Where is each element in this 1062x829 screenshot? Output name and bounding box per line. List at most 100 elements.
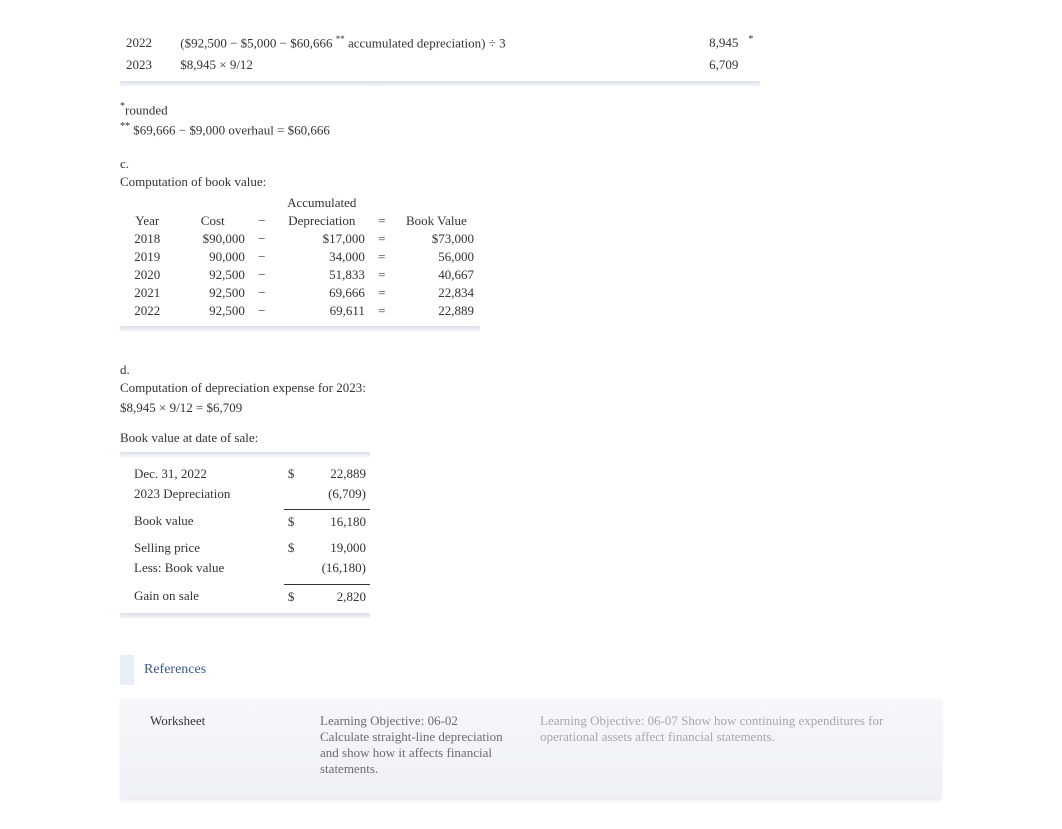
footnote-text: rounded: [125, 103, 168, 118]
cell-accdep: 51,833: [273, 266, 371, 284]
note-cell: [744, 55, 758, 75]
footnote-2: ** $69,666 − $9,000 overhaul = $60,666: [120, 121, 942, 138]
cell-accdep: $17,000: [273, 230, 371, 248]
cell-amount: (16,180): [298, 558, 370, 578]
cell-amount: 2,820: [298, 584, 370, 607]
cell-currency: $: [284, 538, 299, 558]
cell-bv: 22,834: [393, 284, 480, 302]
cell-year: 2018: [120, 230, 175, 248]
cell-cost: 92,500: [175, 302, 251, 320]
cell-cost: $90,000: [175, 230, 251, 248]
cell-label: Selling price: [120, 538, 284, 558]
table-row: 2022 92,500 − 69,611 = 22,889: [120, 302, 480, 320]
table-shadow: [120, 326, 480, 332]
cell-year: 2019: [120, 248, 175, 266]
cell-minus: −: [251, 284, 273, 302]
table-row: 2023 $8,945 × 9/12 6,709: [122, 55, 758, 75]
table-header-row: Accumulated: [120, 194, 480, 212]
cell-eq: =: [371, 266, 393, 284]
cell-label: 2023 Depreciation: [120, 484, 284, 504]
footnote-star: **: [120, 121, 130, 132]
formula-text: accumulated depreciation) ÷ 3: [348, 35, 506, 50]
cell-year: 2020: [120, 266, 175, 284]
cell-bv: $73,000: [393, 230, 480, 248]
references-tab-icon[interactable]: [120, 655, 134, 685]
formula-cell: ($92,500 − $5,000 − $60,666 ** accumulat…: [176, 32, 677, 53]
cell-cost: 92,500: [175, 266, 251, 284]
learning-col-objective-1: Learning Objective: 06-02 Calculate stra…: [320, 713, 510, 777]
year-cell: 2023: [122, 55, 174, 75]
table-row: 2023 Depreciation (6,709): [120, 484, 370, 504]
cell-minus: −: [251, 302, 273, 320]
cell-amount: (6,709): [298, 484, 370, 504]
cell-label: Less: Book value: [120, 558, 284, 578]
cell-currency: $: [284, 510, 299, 533]
table-row: 2018 $90,000 − $17,000 = $73,000: [120, 230, 480, 248]
table-row: Gain on sale $ 2,820: [120, 584, 370, 607]
cell-amount: 16,180: [298, 510, 370, 533]
cell-year: 2021: [120, 284, 175, 302]
cell-currency: [284, 484, 299, 504]
footnote-1: *rounded: [120, 101, 942, 118]
bv-sale-title: Book value at date of sale:: [120, 430, 942, 446]
table-header-row: Year Cost − Depreciation = Book Value: [120, 212, 480, 230]
top-formula-table: 2022 ($92,500 − $5,000 − $60,666 ** accu…: [120, 30, 760, 77]
cell-currency: $: [284, 584, 299, 607]
cell-eq: =: [371, 230, 393, 248]
table-row: 2021 92,500 − 69,666 = 22,834: [120, 284, 480, 302]
cell-amount: 22,889: [298, 464, 370, 484]
header-year: Year: [120, 212, 175, 230]
note-cell: *: [744, 32, 758, 53]
cell-bv: 56,000: [393, 248, 480, 266]
table-row: Selling price $ 19,000: [120, 538, 370, 558]
section-c-title: Computation of book value:: [120, 174, 942, 190]
footnote-text: $69,666 − $9,000 overhaul = $60,666: [130, 122, 330, 137]
section-d-line1: Computation of depreciation expense for …: [120, 380, 942, 396]
table-row: Dec. 31, 2022 $ 22,889: [120, 464, 370, 484]
section-d-line2: $8,945 × 9/12 = $6,709: [120, 400, 942, 416]
header-accdep-line2: Depreciation: [273, 212, 371, 230]
section-d-label: d.: [120, 362, 942, 378]
cell-accdep: 69,666: [273, 284, 371, 302]
cell-label: Book value: [120, 510, 284, 533]
sale-table: Dec. 31, 2022 $ 22,889 2023 Depreciation…: [120, 464, 370, 607]
references-section: References: [120, 655, 942, 685]
header-accdep-line1: Accumulated: [273, 194, 371, 212]
formula-cell: $8,945 × 9/12: [176, 55, 677, 75]
cell-bv: 40,667: [393, 266, 480, 284]
references-link[interactable]: References: [144, 662, 206, 678]
table-row: 2019 90,000 − 34,000 = 56,000: [120, 248, 480, 266]
cell-amount: 19,000: [298, 538, 370, 558]
table-shadow: [120, 452, 370, 458]
cell-accdep: 34,000: [273, 248, 371, 266]
header-bv: Book Value: [393, 212, 480, 230]
header-minus: −: [251, 212, 273, 230]
cell-cost: 92,500: [175, 284, 251, 302]
year-cell: 2022: [122, 32, 174, 53]
cell-eq: =: [371, 248, 393, 266]
cell-label: Gain on sale: [120, 584, 284, 607]
book-value-table: Accumulated Year Cost − Depreciation = B…: [120, 194, 480, 320]
table-row: Book value $ 16,180: [120, 510, 370, 533]
table-row: 2022 ($92,500 − $5,000 − $60,666 ** accu…: [122, 32, 758, 53]
table-shadow: [120, 81, 760, 87]
header-cost: Cost: [175, 212, 251, 230]
learning-col-objective-2: Learning Objective: 06-07 Show how conti…: [540, 713, 924, 777]
cell-year: 2022: [120, 302, 175, 320]
section-c-label: c.: [120, 156, 942, 172]
header-eq: =: [371, 212, 393, 230]
table-row: 2020 92,500 − 51,833 = 40,667: [120, 266, 480, 284]
cell-eq: =: [371, 284, 393, 302]
cell-accdep: 69,611: [273, 302, 371, 320]
cell-minus: −: [251, 248, 273, 266]
table-shadow: [120, 613, 370, 619]
cell-minus: −: [251, 230, 273, 248]
value-cell: 6,709: [680, 55, 743, 75]
value-cell: 8,945: [680, 32, 743, 53]
cell-cost: 90,000: [175, 248, 251, 266]
table-row: Less: Book value (16,180): [120, 558, 370, 578]
formula-text: ($92,500 − $5,000 − $60,666: [180, 35, 332, 50]
formula-text: $8,945 × 9/12: [180, 57, 253, 72]
cell-eq: =: [371, 302, 393, 320]
cell-currency: [284, 558, 299, 578]
